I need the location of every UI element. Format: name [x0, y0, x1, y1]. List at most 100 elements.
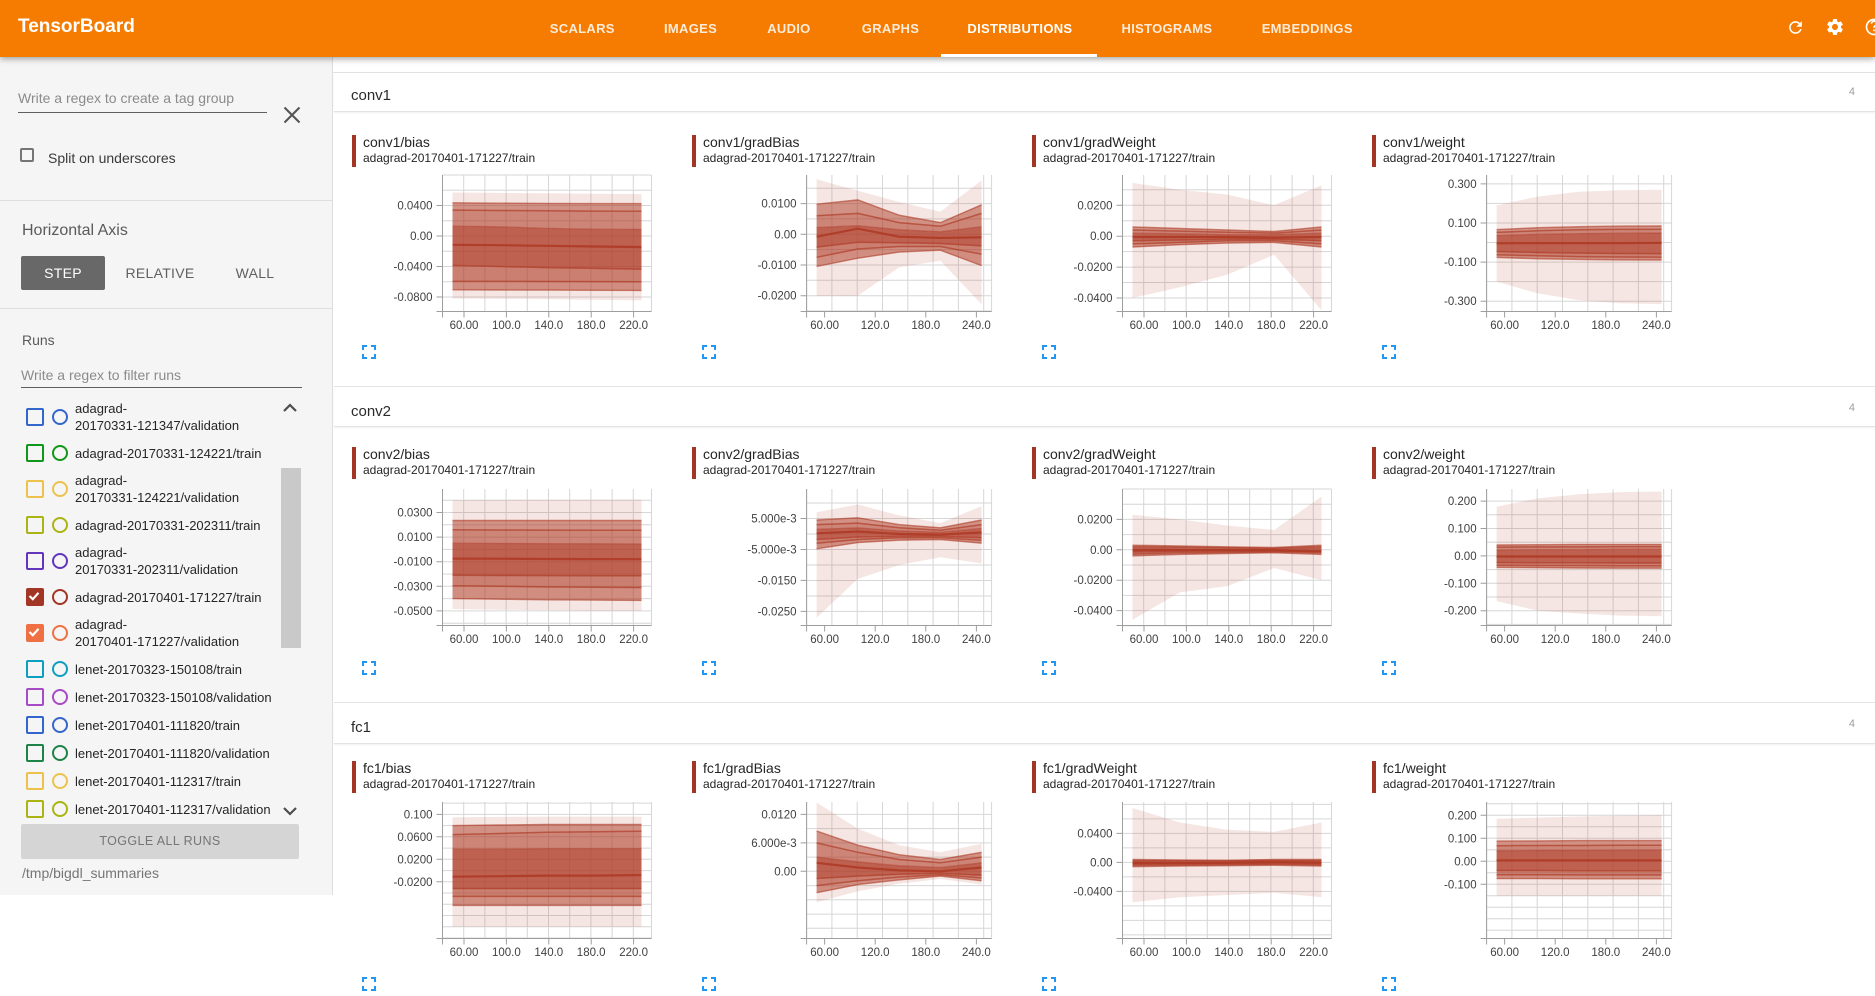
svg-text:0.300: 0.300	[1448, 179, 1477, 191]
svg-text:0.100: 0.100	[1448, 833, 1477, 845]
svg-text:180.0: 180.0	[1591, 634, 1620, 646]
svg-text:60.00: 60.00	[810, 634, 839, 646]
svg-text:60.00: 60.00	[1490, 634, 1519, 646]
svg-text:5.000e-3: 5.000e-3	[751, 513, 796, 525]
svg-text:100.0: 100.0	[1172, 634, 1201, 646]
svg-text:120.0: 120.0	[861, 320, 890, 332]
svg-text:0.00: 0.00	[1090, 231, 1112, 243]
svg-text:-0.0400: -0.0400	[1073, 293, 1112, 305]
svg-text:0.0300: 0.0300	[397, 507, 432, 519]
svg-text:140.0: 140.0	[534, 634, 563, 646]
svg-text:60.00: 60.00	[1130, 320, 1159, 332]
svg-text:60.00: 60.00	[1130, 634, 1159, 646]
svg-text:100.0: 100.0	[1172, 947, 1201, 959]
svg-text:140.0: 140.0	[1214, 320, 1243, 332]
svg-text:240.0: 240.0	[1642, 634, 1671, 646]
svg-text:0.0120: 0.0120	[761, 809, 796, 821]
svg-text:180.0: 180.0	[1257, 320, 1286, 332]
svg-text:0.00: 0.00	[410, 231, 432, 243]
svg-text:100.0: 100.0	[492, 634, 521, 646]
svg-text:60.00: 60.00	[1490, 320, 1519, 332]
svg-text:120.0: 120.0	[861, 634, 890, 646]
svg-text:0.00: 0.00	[1090, 857, 1112, 869]
svg-text:0.200: 0.200	[1448, 810, 1477, 822]
svg-text:0.100: 0.100	[1448, 523, 1477, 535]
svg-text:-0.0200: -0.0200	[1073, 575, 1112, 587]
svg-text:-0.300: -0.300	[1444, 296, 1477, 308]
svg-text:220.0: 220.0	[1299, 947, 1328, 959]
svg-text:0.0400: 0.0400	[1077, 828, 1112, 840]
svg-text:140.0: 140.0	[534, 947, 563, 959]
svg-text:-0.0250: -0.0250	[758, 606, 797, 618]
svg-text:140.0: 140.0	[1214, 634, 1243, 646]
svg-text:220.0: 220.0	[619, 947, 648, 959]
svg-text:0.0200: 0.0200	[1077, 514, 1112, 526]
svg-text:100.0: 100.0	[492, 947, 521, 959]
svg-text:220.0: 220.0	[619, 634, 648, 646]
svg-text:-0.0400: -0.0400	[393, 262, 432, 274]
svg-text:180.0: 180.0	[911, 947, 940, 959]
svg-text:180.0: 180.0	[911, 634, 940, 646]
svg-text:0.0200: 0.0200	[397, 854, 432, 866]
svg-text:0.00: 0.00	[774, 229, 796, 241]
svg-text:0.00: 0.00	[1090, 545, 1112, 557]
svg-text:-0.0400: -0.0400	[1073, 886, 1112, 898]
svg-text:180.0: 180.0	[577, 320, 606, 332]
svg-text:0.0400: 0.0400	[397, 201, 432, 213]
svg-text:240.0: 240.0	[1642, 947, 1671, 959]
svg-text:6.000e-3: 6.000e-3	[751, 837, 796, 849]
svg-text:0.0600: 0.0600	[397, 831, 432, 843]
svg-text:60.00: 60.00	[450, 947, 479, 959]
svg-text:180.0: 180.0	[911, 320, 940, 332]
svg-text:220.0: 220.0	[1299, 320, 1328, 332]
svg-text:220.0: 220.0	[619, 320, 648, 332]
svg-text:60.00: 60.00	[810, 320, 839, 332]
svg-text:180.0: 180.0	[1591, 947, 1620, 959]
svg-text:0.00: 0.00	[1454, 551, 1476, 563]
svg-text:0.0100: 0.0100	[397, 532, 432, 544]
svg-text:-0.0100: -0.0100	[393, 556, 432, 568]
svg-text:-0.0150: -0.0150	[758, 575, 797, 587]
svg-text:180.0: 180.0	[577, 634, 606, 646]
svg-text:-0.100: -0.100	[1444, 257, 1477, 269]
svg-text:240.0: 240.0	[962, 634, 991, 646]
svg-text:-0.0200: -0.0200	[758, 291, 797, 303]
svg-text:60.00: 60.00	[450, 320, 479, 332]
svg-text:-0.100: -0.100	[1444, 879, 1477, 891]
svg-text:-0.0200: -0.0200	[1073, 262, 1112, 274]
svg-text:240.0: 240.0	[962, 320, 991, 332]
svg-text:0.0200: 0.0200	[1077, 200, 1112, 212]
svg-text:180.0: 180.0	[1257, 947, 1286, 959]
svg-text:0.00: 0.00	[1454, 856, 1476, 868]
svg-text:-0.0500: -0.0500	[393, 606, 432, 618]
svg-text:60.00: 60.00	[810, 947, 839, 959]
svg-text:100.0: 100.0	[1172, 320, 1201, 332]
svg-text:240.0: 240.0	[962, 947, 991, 959]
svg-text:120.0: 120.0	[1541, 634, 1570, 646]
svg-text:-0.200: -0.200	[1444, 605, 1477, 617]
svg-text:60.00: 60.00	[450, 634, 479, 646]
svg-text:180.0: 180.0	[577, 947, 606, 959]
svg-text:-0.0200: -0.0200	[393, 876, 432, 888]
svg-text:-0.0100: -0.0100	[758, 260, 797, 272]
svg-text:180.0: 180.0	[1257, 634, 1286, 646]
svg-text:0.100: 0.100	[404, 809, 433, 821]
svg-text:0.100: 0.100	[1448, 218, 1477, 230]
svg-text:-0.0300: -0.0300	[393, 581, 432, 593]
svg-text:-0.0400: -0.0400	[1073, 605, 1112, 617]
svg-text:0.00: 0.00	[774, 866, 796, 878]
svg-text:-0.100: -0.100	[1444, 578, 1477, 590]
svg-text:120.0: 120.0	[1541, 320, 1570, 332]
svg-text:220.0: 220.0	[1299, 634, 1328, 646]
svg-text:-5.000e-3: -5.000e-3	[747, 544, 796, 556]
svg-text:-0.0800: -0.0800	[393, 292, 432, 304]
svg-text:180.0: 180.0	[1591, 320, 1620, 332]
svg-text:0.0100: 0.0100	[761, 199, 796, 211]
svg-text:140.0: 140.0	[1214, 947, 1243, 959]
svg-text:0.200: 0.200	[1448, 496, 1477, 508]
svg-text:100.0: 100.0	[492, 320, 521, 332]
svg-text:140.0: 140.0	[534, 320, 563, 332]
svg-text:120.0: 120.0	[861, 947, 890, 959]
svg-text:240.0: 240.0	[1642, 320, 1671, 332]
svg-text:120.0: 120.0	[1541, 947, 1570, 959]
